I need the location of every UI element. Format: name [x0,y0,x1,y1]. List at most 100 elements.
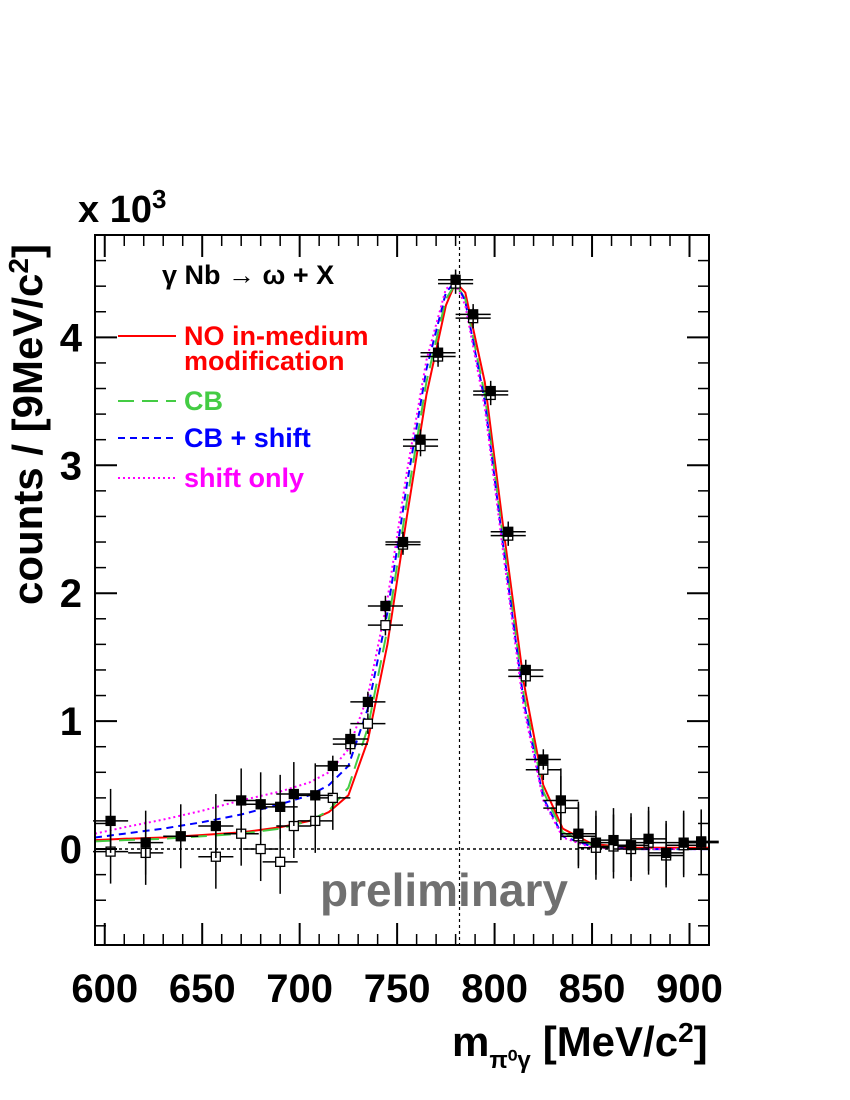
data-point-filled-marker [625,840,637,851]
data-point-filled-marker [310,790,321,801]
data-point-filled-marker [467,309,479,320]
data-point-filled-marker [696,836,707,847]
x-tick-label: 700 [266,967,333,1011]
data-point-filled [455,304,491,325]
data-point-filled [490,521,526,543]
data-point-filled [402,429,439,450]
data-point-filled [666,810,702,875]
curve-cb-shift [94,279,709,851]
y-tick-label: 2 [60,572,82,616]
data-point-filled-marker [503,526,514,537]
data-point-filled-marker [210,820,222,832]
data-point-open [262,829,298,894]
data-point-filled-marker [345,733,356,745]
data-point-filled [595,808,632,873]
x-tick-label: 850 [559,967,626,1011]
data-point-filled [543,768,579,833]
data-point-filled-marker [105,815,116,827]
legend-label: CB [184,386,223,416]
data-points [93,269,719,894]
data-point-filled-marker [327,760,338,772]
x-tick-label: 650 [169,967,236,1011]
data-point-filled [525,749,561,770]
data-point-filled [276,762,312,827]
data-point-filled [631,806,667,871]
x-tick-label: 800 [461,967,528,1011]
y-axis-title: counts / [9MeV/c2] [3,244,51,605]
data-point-open-marker [327,792,338,804]
data-point-filled [683,809,719,874]
data-point-filled-marker [288,788,299,800]
data-point-filled-marker [450,274,461,285]
reference-lines [95,235,709,945]
preliminary-watermark: preliminary [320,864,568,916]
x-tick-label: 900 [656,967,723,1011]
data-point-open [315,765,351,830]
data-point-filled-marker [255,799,266,810]
data-point-filled [163,804,199,869]
axis-ticks: 600 650 700 750 800 850 900 0 1 2 3 4 [60,235,723,1011]
legend-label: CB + shift [184,423,311,453]
data-point-filled [473,380,509,402]
data-point-filled-marker [175,831,186,842]
data-point-filled [198,794,234,859]
data-point-filled-marker [140,837,151,848]
data-point-open-marker [380,620,391,631]
y-scale-factor: x 103 [78,184,166,231]
data-point-open [350,713,386,734]
y-tick-label: 4 [60,316,83,360]
data-point-filled [93,788,129,853]
data-point-filled [438,269,474,291]
data-point-filled [560,801,596,866]
y-tick-label: 0 [60,828,82,872]
data-point-filled [243,772,279,837]
data-point-filled-marker [643,833,654,844]
data-point-filled [420,342,456,363]
data-point-filled-marker [520,664,531,676]
data-point-filled [508,659,544,681]
data-point-open [367,614,403,636]
data-point-filled-marker [678,837,689,848]
data-point-filled-marker [590,837,602,848]
data-point-open-marker [362,718,374,729]
legend-label: NO in-medium [184,321,369,351]
data-point-filled-marker [380,600,391,612]
data-point-filled [367,595,403,617]
data-point-filled [297,763,333,828]
data-point-filled-marker [555,795,567,806]
data-point-filled [648,820,684,885]
x-tick-label: 750 [364,967,431,1011]
plot-frame [94,234,710,946]
x-tick-label: 600 [71,967,138,1011]
x-axis-title: mπ⁰γ [MeV/c2] [452,1017,708,1074]
data-point-filled [128,810,164,875]
data-point-filled-marker [415,434,426,445]
data-point-filled-marker [275,801,286,812]
data-point-filled-marker [236,795,247,806]
data-point-filled [262,774,298,839]
y-tick-label: 1 [60,700,82,744]
data-point-open-marker [255,843,266,855]
data-point-filled-marker [573,828,584,839]
data-point-filled-marker [608,834,619,846]
data-point-filled [613,813,649,878]
legend-label: modification [184,346,345,376]
data-point-filled [332,728,368,750]
data-point-filled-marker [397,536,409,548]
data-point-filled-marker [362,696,374,708]
data-point-filled [385,531,421,553]
model-curves [94,279,709,851]
data-point-filled-marker [432,347,444,358]
y-tick-label: 3 [60,444,82,488]
data-point-filled [578,810,614,875]
data-point-open-marker [275,856,286,867]
data-point-filled-marker [538,754,549,765]
data-point-filled [350,691,386,713]
data-point-filled [315,755,351,777]
legend-label: shift only [184,463,304,493]
data-point-filled-marker [485,385,496,397]
data-point-filled-marker [660,847,672,859]
curve-no-modification [94,280,709,849]
